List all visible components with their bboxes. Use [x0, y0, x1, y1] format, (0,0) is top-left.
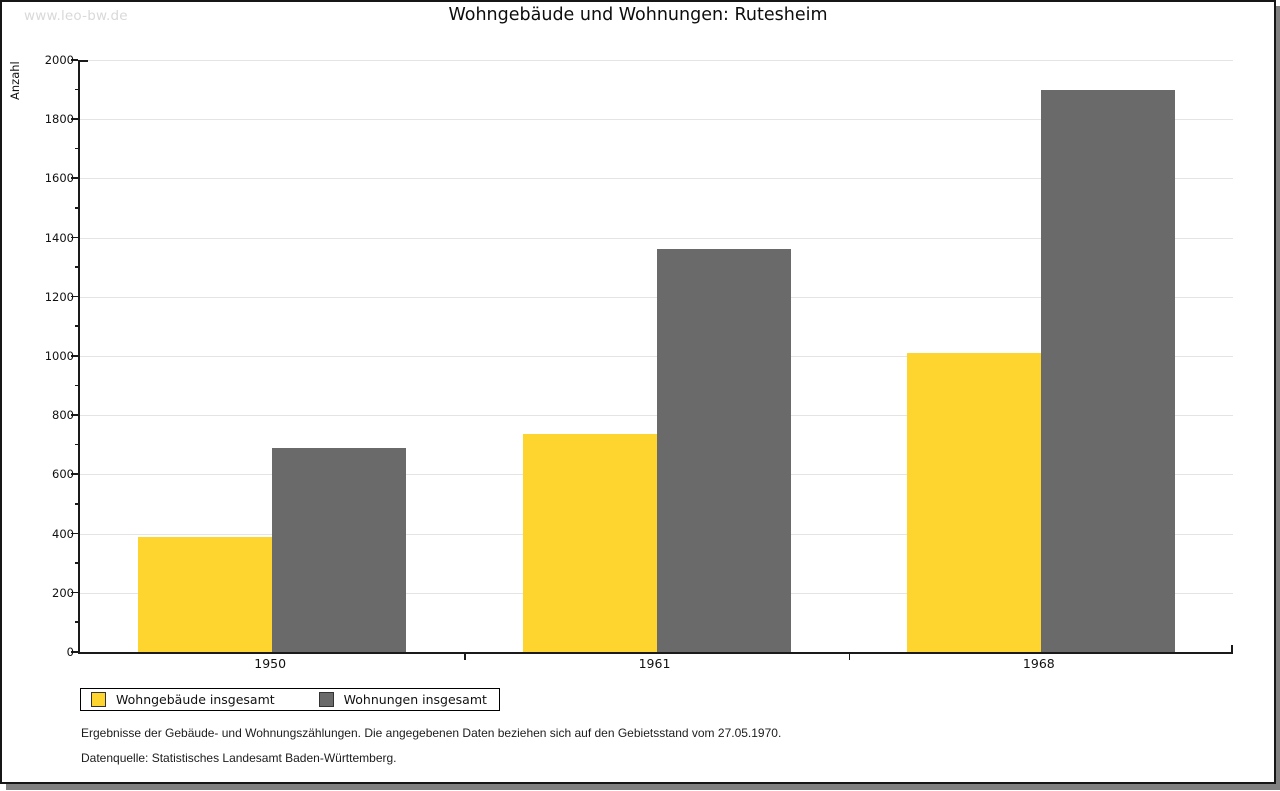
x-axis-right-cap [1231, 645, 1233, 652]
y-major-tick-1200 [71, 295, 78, 298]
y-major-tick-1600 [71, 177, 78, 179]
y-major-tick-2000 [71, 59, 78, 61]
y-major-tick-800 [71, 414, 78, 416]
y-tick-label-400: 400 [52, 526, 74, 541]
y-minor-tick-1500 [75, 207, 79, 209]
bar-wohngeb-ude-insgesamt-1968 [906, 353, 1041, 652]
plot-area [71, 59, 1233, 660]
y-tick-label-2000: 2000 [44, 53, 74, 67]
y-minor-tick-1300 [75, 266, 79, 268]
bar-wohngeb-ude-insgesamt-1961 [522, 434, 657, 652]
y-tick-label-1200: 1200 [44, 289, 74, 304]
y-major-tick-1400 [71, 236, 78, 239]
legend-label: Wohngebäude insgesamt [116, 692, 275, 707]
y-minor-tick-100 [75, 621, 79, 623]
leo-bw-watermark: www.leo-bw.de [24, 8, 128, 24]
y-tick-label-1800: 1800 [44, 112, 74, 127]
y-tick-label-1000: 1000 [44, 349, 74, 363]
footnote-gebietsstand: Ergebnisse der Gebäude- und Wohnungszähl… [81, 726, 782, 740]
x-tick-label-1961: 1961 [638, 656, 671, 671]
x-boundary-tick-1 [464, 654, 466, 660]
y-major-tick-400 [71, 532, 78, 535]
bar-wohnungen-insgesamt-1950 [272, 447, 407, 652]
legend-swatch-icon [91, 692, 106, 707]
y-minor-tick-300 [75, 562, 79, 564]
y-tick-label-600: 600 [52, 467, 74, 482]
x-tick-label-1968: 1968 [1022, 656, 1055, 671]
bar-wohnungen-insgesamt-1961 [656, 249, 791, 652]
legend-swatch-icon [318, 692, 334, 707]
grid-line-1800 [80, 119, 1233, 121]
y-minor-tick-500 [75, 503, 79, 505]
y-axis-top-cap [80, 60, 88, 62]
x-tick-label-1950: 1950 [254, 656, 287, 671]
y-major-tick-0 [71, 651, 78, 653]
y-tick-label-1400: 1400 [44, 230, 74, 245]
y-minor-tick-1700 [75, 147, 79, 150]
x-boundary-tick-2 [848, 654, 851, 660]
bar-wohngeb-ude-insgesamt-1950 [138, 536, 273, 652]
y-axis-title: Anzahl [8, 61, 22, 100]
y-tick-label-1600: 1600 [44, 171, 74, 186]
grid-line-1600 [80, 178, 1233, 180]
y-major-tick-200 [71, 591, 78, 594]
y-major-tick-1800 [71, 118, 78, 120]
grid-line-1400 [80, 237, 1233, 239]
y-major-tick-600 [71, 473, 78, 475]
grid-line-2000 [80, 60, 1233, 61]
legend-item-wohnungen-insgesamt: Wohnungen insgesamt [318, 692, 487, 707]
legend-item-wohngeb-ude-insgesamt: Wohngebäude insgesamt [91, 692, 275, 707]
y-tick-label-200: 200 [52, 585, 74, 600]
y-tick-label-0: 0 [66, 645, 74, 659]
y-minor-tick-900 [75, 384, 79, 387]
y-minor-tick-700 [75, 443, 79, 446]
y-major-tick-1000 [71, 355, 78, 357]
chart-title: Wohngebäude und Wohnungen: Rutesheim [448, 5, 828, 25]
y-tick-label-800: 800 [52, 408, 74, 423]
legend: Wohngebäude insgesamt Wohnungen insgesamt [80, 688, 500, 711]
footnote-datenquelle: Datenquelle: Statistisches Landesamt Bad… [81, 751, 397, 765]
legend-label: Wohnungen insgesamt [343, 692, 487, 707]
bar-wohnungen-insgesamt-1968 [1040, 89, 1175, 652]
y-minor-tick-1900 [75, 88, 79, 91]
y-minor-tick-1100 [75, 325, 79, 327]
